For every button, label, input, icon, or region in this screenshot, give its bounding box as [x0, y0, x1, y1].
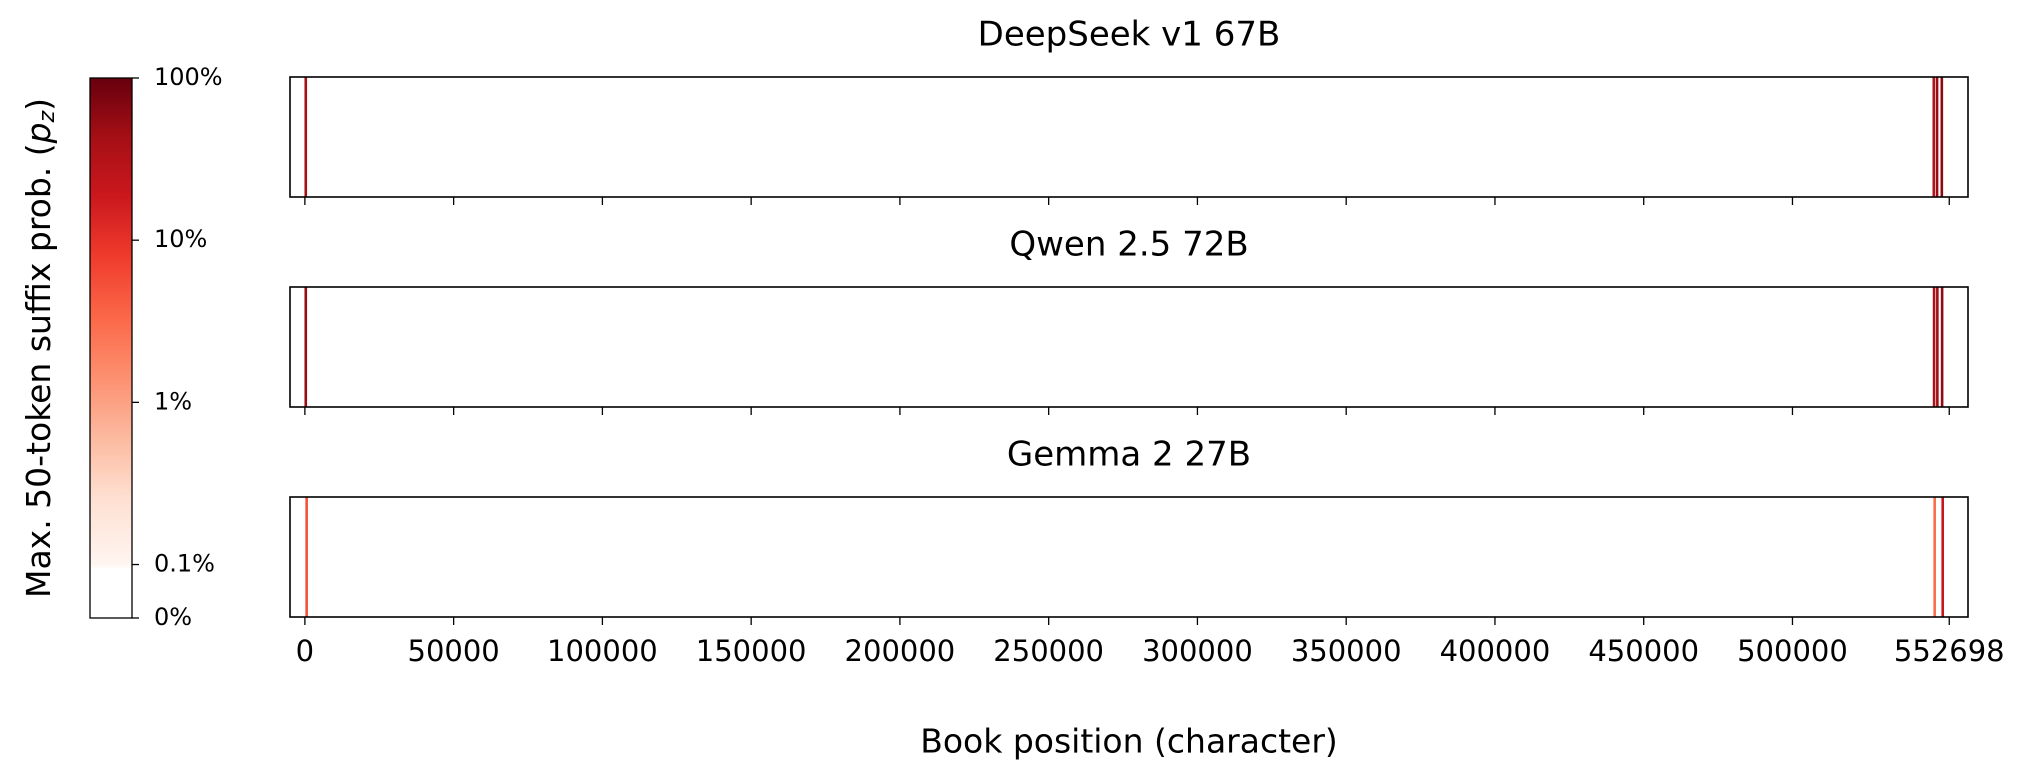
strip [304, 77, 308, 197]
colorbar-tick-label: 100% [154, 63, 223, 91]
x-tick-label: 500000 [1737, 634, 1848, 668]
panel-title: Gemma 2 27B [1007, 435, 1251, 475]
panel-frame [289, 496, 1969, 618]
colorbar-tick-label: 0% [154, 603, 192, 631]
strip [1941, 497, 1945, 617]
strip [1935, 77, 1939, 197]
strip [1936, 287, 1939, 407]
colorbar-tick-label: 1% [154, 387, 192, 415]
colorbar-label: Max. 50-token suffix prob. (pz) [19, 98, 61, 598]
x-tick-label: 200000 [845, 634, 956, 668]
x-tick-label: 552698 [1894, 634, 2005, 668]
x-tick-label: 100000 [547, 634, 658, 668]
x-tick-label: 150000 [696, 634, 807, 668]
colorbar-label-text: Max. 50-token suffix prob. ( [19, 143, 58, 598]
panel-title: Qwen 2.5 72B [1009, 225, 1248, 265]
strip [1932, 287, 1936, 407]
strip [1940, 77, 1944, 197]
strip [1933, 497, 1936, 617]
strip [1932, 77, 1936, 197]
colorbar-label-var: p [19, 122, 58, 144]
x-tick-label: 350000 [1291, 634, 1402, 668]
colorbar-label-close: ) [19, 98, 58, 111]
x-tick-label: 0 [296, 634, 314, 668]
strip [1940, 287, 1944, 407]
x-tick-label: 400000 [1440, 634, 1551, 668]
x-tick-label: 450000 [1588, 634, 1699, 668]
x-tick-label: 300000 [1142, 634, 1253, 668]
panel-frame [289, 286, 1969, 408]
colorbar-tick-label: 10% [154, 225, 207, 253]
x-tick-label: 50000 [408, 634, 500, 668]
strip [304, 287, 308, 407]
colorbar [89, 77, 133, 619]
x-tick-label: 250000 [993, 634, 1104, 668]
panel-title: DeepSeek v1 67B [978, 15, 1281, 55]
colorbar-label-sub: z [35, 110, 60, 123]
x-axis-label: Book position (character) [920, 722, 1338, 761]
panel-frame [289, 76, 1969, 198]
colorbar-tick-label: 0.1% [154, 550, 215, 578]
strip [305, 497, 308, 617]
